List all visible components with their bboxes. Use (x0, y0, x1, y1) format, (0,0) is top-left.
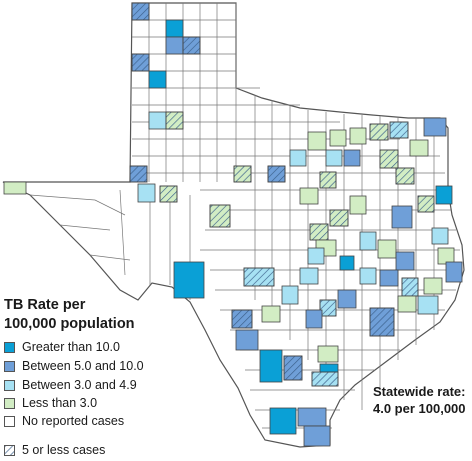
county-fill (307, 247, 325, 265)
county-fill (343, 149, 361, 167)
county-hatch (309, 223, 329, 241)
county-fill (165, 36, 184, 55)
legend-swatch (4, 360, 15, 372)
legend-title: TB Rate per 100,000 population (4, 297, 135, 332)
county-fill (395, 251, 415, 271)
county-fill (377, 239, 397, 259)
county-fill (299, 267, 319, 285)
county-fill (349, 127, 367, 145)
county-hatch (417, 195, 435, 213)
county-hatch (319, 171, 337, 189)
legend-item-no-reported-cases: No reported cases (4, 413, 124, 429)
county-fill (359, 267, 377, 285)
county-fill (3, 181, 27, 195)
hatch-swatch (4, 444, 15, 456)
county-hatch (182, 36, 201, 55)
county-fill (281, 285, 299, 305)
county-fill (165, 19, 184, 38)
county-fill (261, 305, 281, 323)
county-hatch (369, 123, 389, 141)
legend-item-less-than-3: Less than 3.0 (4, 395, 97, 411)
county-hatch (231, 309, 253, 329)
legend-item-5-to-10: Between 5.0 and 10.0 (4, 358, 144, 374)
county-fill (305, 309, 323, 329)
county-hatch (131, 53, 150, 72)
legend-item-3-to-4-9: Between 3.0 and 4.9 (4, 377, 137, 393)
county-fill (148, 111, 167, 130)
county-fill (337, 289, 357, 309)
county-fill (307, 131, 327, 151)
county-fill (445, 261, 463, 283)
county-fill (349, 195, 367, 215)
county-fill (359, 231, 377, 251)
county-hatch (283, 355, 303, 381)
county-fill (289, 149, 307, 167)
county-fill (423, 117, 447, 137)
county-fill (235, 329, 259, 351)
county-fill (297, 407, 327, 427)
county-hatch (311, 371, 339, 387)
county-fill (329, 129, 347, 147)
county-fill (397, 295, 417, 313)
county-hatch (129, 165, 148, 183)
county-hatch (401, 277, 419, 297)
legend-item-hatch: 5 or less cases (4, 442, 105, 458)
legend-swatch (4, 379, 15, 391)
county-fill (339, 255, 355, 271)
county-hatch (389, 121, 409, 139)
county-fill (379, 269, 399, 287)
county-fill (391, 205, 413, 229)
county-fill (259, 349, 283, 383)
county-fill (435, 185, 453, 205)
county-hatch (395, 167, 415, 185)
county-fill (269, 407, 297, 435)
legend-swatch (4, 341, 15, 353)
county-hatch (233, 165, 252, 183)
county-hatch (329, 209, 349, 227)
legend-swatch (4, 397, 15, 409)
county-fill (137, 183, 156, 203)
county-hatch (319, 299, 337, 317)
county-hatch (243, 267, 275, 287)
county-fill (148, 70, 167, 89)
county-lines (29, 3, 462, 429)
texas-outline (2, 2, 465, 448)
county-fill (417, 295, 439, 315)
county-hatch (131, 2, 150, 21)
county-fill (325, 149, 343, 167)
county-fill (173, 261, 205, 299)
county-fill (303, 425, 331, 447)
county-fill (317, 345, 339, 363)
county-fill (409, 139, 429, 157)
county-fill (299, 187, 319, 205)
county-hatch (159, 185, 178, 203)
legend-swatch (4, 415, 15, 427)
statewide-rate: Statewide rate: 4.0 per 100,000 (373, 384, 466, 416)
county-hatch (209, 204, 231, 228)
legend-item-greater-than-10: Greater than 10.0 (4, 339, 120, 355)
county-hatch (267, 165, 286, 183)
county-hatch (379, 149, 399, 169)
county-fill (423, 277, 443, 295)
county-hatch (369, 307, 395, 337)
county-hatch (165, 111, 184, 130)
county-fill (431, 227, 449, 245)
